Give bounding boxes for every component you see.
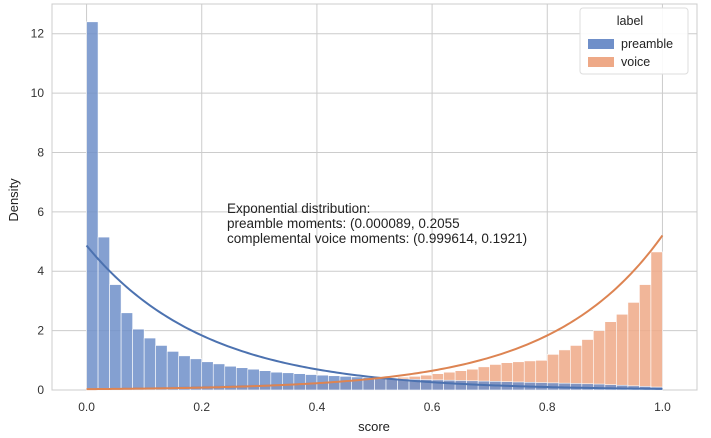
voice-bar (593, 330, 606, 391)
y-axis-label: Density (6, 178, 21, 222)
legend-label-voice: voice (621, 55, 650, 69)
annotation-line-3: complemental voice moments: (0.999614, 0… (227, 231, 527, 246)
legend-swatch-voice (588, 57, 614, 67)
preamble-bar (189, 358, 203, 391)
y-tick-label: 12 (31, 27, 45, 41)
preamble-bar (86, 21, 99, 391)
preamble-bar (212, 363, 226, 391)
legend-title: label (617, 14, 643, 28)
preamble-bar (270, 371, 283, 391)
preamble-bar (109, 284, 122, 391)
x-tick-label: 0.6 (424, 400, 441, 414)
x-tick-label: 0.0 (78, 400, 95, 414)
y-tick-labels: 0 2 4 6 8 10 12 (31, 27, 45, 397)
preamble-bar (385, 378, 398, 391)
preamble-bar (143, 337, 156, 391)
voice-bar (604, 321, 617, 391)
x-tick-label: 1.0 (654, 400, 671, 414)
preamble-bar (443, 379, 456, 391)
legend-swatch-preamble (588, 39, 614, 49)
x-tick-label: 0.2 (193, 400, 210, 414)
preamble-bar (132, 328, 145, 391)
preamble-bar (374, 377, 387, 391)
voice-fit-curve (86, 234, 664, 391)
y-tick-label: 10 (31, 86, 45, 100)
fitted-curves (85, 234, 664, 391)
preamble-bar (120, 312, 133, 391)
preamble-bar (282, 372, 295, 391)
x-tick-labels: 0.0 0.2 0.4 0.6 0.8 1.0 (78, 400, 671, 414)
annotation-line-2: preamble moments: (0.000089, 0.2055 (227, 216, 460, 231)
preamble-bar (201, 361, 214, 391)
y-tick-label: 4 (37, 264, 44, 278)
y-tick-label: 2 (37, 324, 44, 338)
preamble-bar (293, 373, 306, 391)
preamble-bar (339, 376, 352, 391)
preamble-bar (166, 351, 179, 391)
preamble-fit-curve (85, 244, 663, 390)
voice-bar (616, 313, 629, 391)
y-tick-label: 8 (37, 145, 44, 159)
voice-bar (581, 339, 594, 391)
x-tick-label: 0.8 (539, 400, 556, 414)
voice-bar (627, 302, 640, 391)
voice-bar (650, 251, 663, 391)
legend: label preamble voice (579, 7, 689, 75)
annotation: Exponential distribution: preamble momen… (227, 201, 527, 246)
preamble-bar (155, 345, 168, 391)
voice-bar (639, 284, 652, 391)
preamble-bar (305, 374, 318, 391)
x-tick-label: 0.4 (309, 400, 326, 414)
y-tick-label: 0 (37, 383, 44, 397)
preamble-bar (178, 355, 191, 391)
x-axis-label: score (358, 419, 390, 434)
preamble-bar (454, 380, 467, 391)
preamble-bar (259, 370, 272, 391)
annotation-line-1: Exponential distribution: (227, 201, 370, 216)
legend-label-preamble: preamble (621, 37, 673, 51)
y-tick-label: 6 (37, 205, 44, 219)
